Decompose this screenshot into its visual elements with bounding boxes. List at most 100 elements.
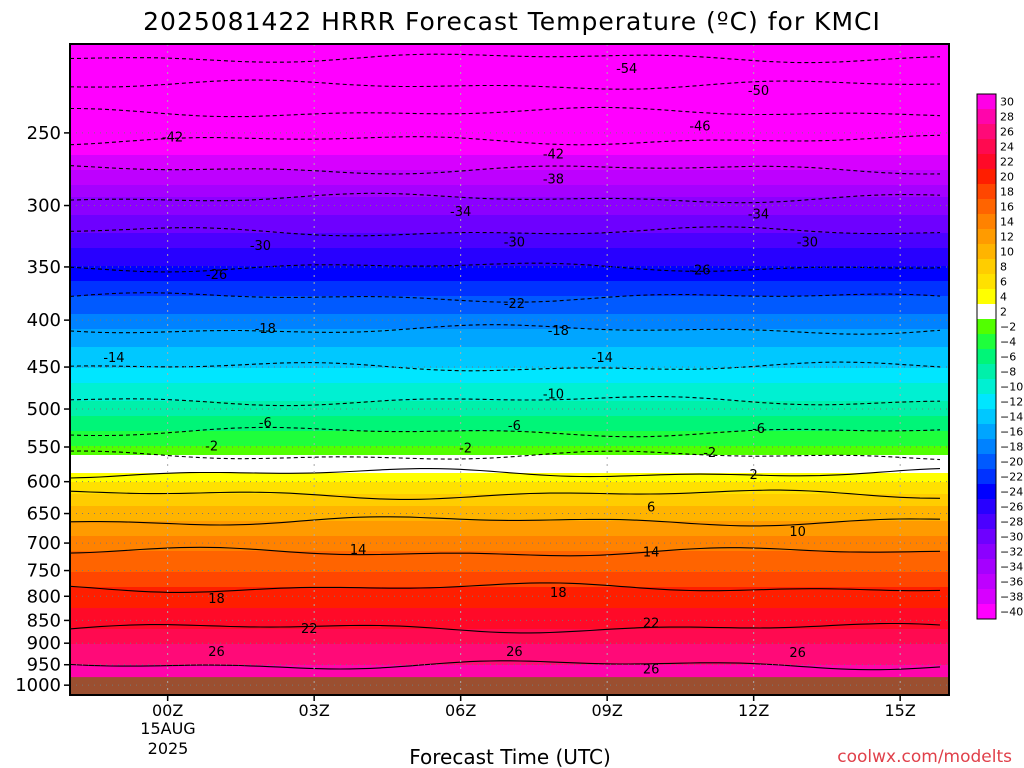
- temperature-band: [70, 242, 949, 246]
- contour-label-text: -14: [592, 351, 613, 366]
- temperature-band: [70, 671, 949, 675]
- temperature-band: [70, 161, 949, 165]
- temperature-band: [70, 164, 949, 168]
- temperature-band: [70, 200, 949, 204]
- temperature-band: [70, 155, 949, 159]
- colorbar-swatch: [977, 559, 996, 575]
- temperature-band: [70, 452, 949, 456]
- colorbar-label: −18: [1000, 441, 1023, 454]
- contour-label-text: 6: [647, 500, 655, 515]
- contour-label: -18: [548, 324, 569, 339]
- colorbar-label: 4: [1000, 291, 1007, 304]
- contour-label-text: -18: [255, 322, 276, 337]
- colorbar-label: −8: [1000, 366, 1016, 379]
- isotherm-line: [69, 134, 941, 146]
- temperature-band: [70, 551, 949, 555]
- colorbar-label: −6: [1000, 351, 1016, 364]
- colorbar-swatch: [977, 259, 996, 275]
- contour-label-text: -14: [103, 351, 124, 366]
- temperature-band: [70, 668, 949, 672]
- temperature-band: [70, 428, 949, 432]
- temperature-band: [70, 404, 949, 408]
- x-tick-label: 15Z: [885, 701, 916, 720]
- isotherm-line: [69, 582, 941, 593]
- temperature-band: [70, 110, 949, 114]
- colorbar-label: −26: [1000, 501, 1023, 514]
- y-tick-label: 750: [27, 561, 61, 582]
- colorbar-swatch: [977, 184, 996, 200]
- y-tick-label: 800: [27, 586, 61, 607]
- temperature-band: [70, 569, 949, 573]
- y-tick-label: 450: [27, 357, 61, 378]
- temperature-band: [70, 185, 949, 189]
- colorbar-swatch: [977, 139, 996, 155]
- contour-labels: -54-50-46-42-42-38-34 -34-30 -30 -30-26 -26-…: [103, 62, 818, 678]
- contour-label: -34: [450, 205, 471, 220]
- contour-label: 26: [506, 645, 523, 660]
- temperature-band: [70, 350, 949, 354]
- temperature-band: [70, 134, 949, 138]
- temperature-band: [70, 170, 949, 174]
- temperature-band: [70, 368, 949, 372]
- colorbar-swatch: [977, 424, 996, 440]
- temperature-band: [70, 644, 949, 648]
- temperature-band: [70, 254, 949, 258]
- isotherm-line: [69, 53, 941, 64]
- temperature-band: [70, 326, 949, 330]
- temperature-band: [70, 116, 949, 120]
- temperature-band: [70, 221, 949, 225]
- contour-label-text: -38: [543, 172, 564, 187]
- temperature-band: [70, 218, 949, 222]
- temperature-band: [70, 410, 949, 414]
- temperature-band: [70, 587, 949, 591]
- temperature-band: [70, 284, 949, 288]
- temperature-band: [70, 407, 949, 411]
- colorbar-label: 16: [1000, 201, 1014, 214]
- contour-label-text: -26: [689, 263, 710, 278]
- temperature-band: [70, 449, 949, 453]
- x-date-line-2: 2025: [148, 739, 189, 758]
- contour-label: 14: [643, 546, 660, 561]
- temperature-band: [70, 80, 949, 84]
- temperature-band: [70, 98, 949, 102]
- temperature-band: [70, 68, 949, 72]
- colorbar-swatch: [977, 94, 996, 110]
- temperature-band: [70, 581, 949, 585]
- temperature-band: [70, 500, 949, 504]
- temperature-band: [70, 173, 949, 177]
- temperature-band: [70, 203, 949, 207]
- x-tick-label: 06Z: [445, 701, 476, 720]
- y-tick-label: 950: [27, 655, 61, 676]
- temperature-band: [70, 206, 949, 210]
- contour-label: 18: [550, 586, 567, 601]
- colorbar-label: −16: [1000, 426, 1023, 439]
- y-tick-label: 400: [27, 310, 61, 331]
- contour-label: -50: [748, 84, 769, 99]
- colorbar-label: −38: [1000, 591, 1023, 604]
- colorbar-frame: [976, 93, 997, 620]
- temperature-band: [70, 386, 949, 390]
- temperature-band: [70, 476, 949, 480]
- colorbar-label: 10: [1000, 246, 1014, 259]
- temperature-band: [70, 545, 949, 549]
- colorbar-label: −4: [1000, 336, 1016, 349]
- temperature-band: [70, 533, 949, 537]
- temperature-band: [70, 575, 949, 579]
- temperature-band: [70, 302, 949, 306]
- contour-label: 14: [350, 543, 367, 558]
- temperature-band: [70, 311, 949, 315]
- colorbar-swatch: [977, 379, 996, 395]
- temperature-band: [70, 497, 949, 501]
- isotherm-line: [69, 192, 941, 204]
- x-tick-label: 00Z: [152, 701, 183, 720]
- colorbar-label: −20: [1000, 456, 1023, 469]
- temperature-band: [70, 422, 949, 426]
- temperature-band: [70, 578, 949, 582]
- temperature-band: [70, 398, 949, 402]
- isotherm-line: [69, 450, 941, 461]
- contour-label: -6: [508, 419, 521, 434]
- temperature-band: [70, 596, 949, 600]
- y-tick-label: 500: [27, 399, 61, 420]
- temperature-band: [70, 194, 949, 198]
- temperature-band: [70, 506, 949, 510]
